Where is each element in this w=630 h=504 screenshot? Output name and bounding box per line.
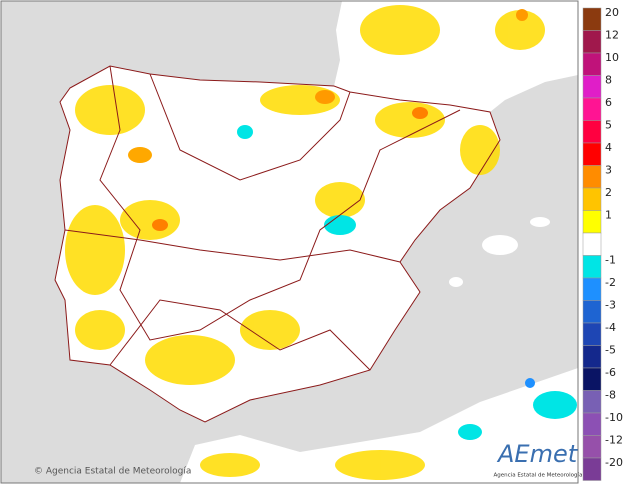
coastline bbox=[54, 65, 501, 423]
province-borders bbox=[149, 73, 351, 181]
iberia bbox=[55, 66, 500, 422]
map bbox=[0, 0, 579, 484]
copyright: © Agencia Estatal de Meteorología bbox=[34, 467, 191, 477]
legend-swatch bbox=[582, 75, 602, 99]
legend-label: 8 bbox=[605, 74, 612, 87]
logo: AEmet bbox=[496, 440, 579, 468]
legend-label: -2 bbox=[605, 276, 616, 289]
negative-anomalies bbox=[237, 125, 577, 440]
legend-swatch bbox=[582, 142, 602, 166]
legend-swatch bbox=[582, 345, 602, 369]
legend-swatch bbox=[582, 97, 602, 121]
legend-label: 4 bbox=[605, 141, 612, 154]
province-borders bbox=[109, 299, 371, 371]
legend-swatch bbox=[582, 300, 602, 324]
legend-label: 6 bbox=[605, 96, 612, 109]
legend-label: 20 bbox=[605, 6, 619, 19]
legend-label: 12 bbox=[605, 29, 619, 42]
legend-label: -12 bbox=[605, 434, 623, 447]
menorca bbox=[530, 217, 550, 227]
ibiza bbox=[449, 277, 463, 287]
legend-label: -6 bbox=[605, 366, 616, 379]
legend-label: -20 bbox=[605, 456, 623, 469]
legend-swatch bbox=[582, 210, 602, 234]
legend-label: -4 bbox=[605, 321, 616, 334]
legend-swatch bbox=[582, 277, 602, 301]
legend-label: -8 bbox=[605, 389, 616, 402]
legend-label: -3 bbox=[605, 299, 616, 312]
legend-swatch bbox=[582, 322, 602, 346]
legend-label: 5 bbox=[605, 119, 612, 132]
legend-swatch bbox=[582, 412, 602, 436]
legend-label: 10 bbox=[605, 51, 619, 64]
legend-swatch bbox=[582, 187, 602, 211]
legend-label: 3 bbox=[605, 164, 612, 177]
legend-swatch bbox=[582, 30, 602, 54]
legend-gap bbox=[582, 232, 602, 256]
legend-label: 1 bbox=[605, 209, 612, 222]
legend-label: -1 bbox=[605, 254, 616, 267]
legend-swatch bbox=[582, 255, 602, 279]
legend-label: 2 bbox=[605, 186, 612, 199]
legend-swatch bbox=[582, 390, 602, 414]
legend-swatch bbox=[582, 52, 602, 76]
legend-swatch bbox=[582, 165, 602, 189]
map-frame bbox=[0, 0, 579, 484]
strong-anomalies bbox=[128, 9, 528, 231]
legend-swatch bbox=[582, 367, 602, 391]
legend-swatch bbox=[582, 457, 602, 481]
legend: 20 12 10 8 6 5 4 3 2 1 -1 -2 -3 -4 -5 -6 -8 -10 -12 -20 bbox=[582, 6, 623, 481]
mallorca bbox=[482, 235, 518, 255]
province-borders bbox=[64, 229, 401, 263]
province-borders bbox=[99, 65, 461, 341]
legend-swatch bbox=[582, 7, 602, 31]
legend-swatch bbox=[582, 435, 602, 459]
logo-subtitle: Agencia Estatal de Meteorología bbox=[494, 472, 583, 479]
legend-label: -10 bbox=[605, 411, 623, 424]
legend-label: -5 bbox=[605, 344, 616, 357]
africa bbox=[180, 368, 578, 483]
legend-swatch bbox=[582, 120, 602, 144]
